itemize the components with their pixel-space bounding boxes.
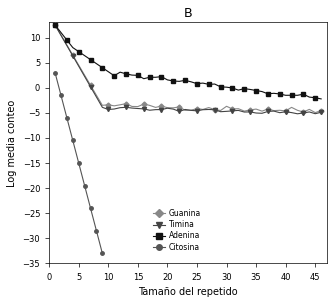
Legend: Guanina, Timina, Adenina, Citosina: Guanina, Timina, Adenina, Citosina — [150, 206, 204, 255]
X-axis label: Tamaño del repetido: Tamaño del repetido — [138, 287, 238, 297]
Title: B: B — [184, 7, 192, 20]
Y-axis label: Log media conteo: Log media conteo — [7, 99, 17, 187]
